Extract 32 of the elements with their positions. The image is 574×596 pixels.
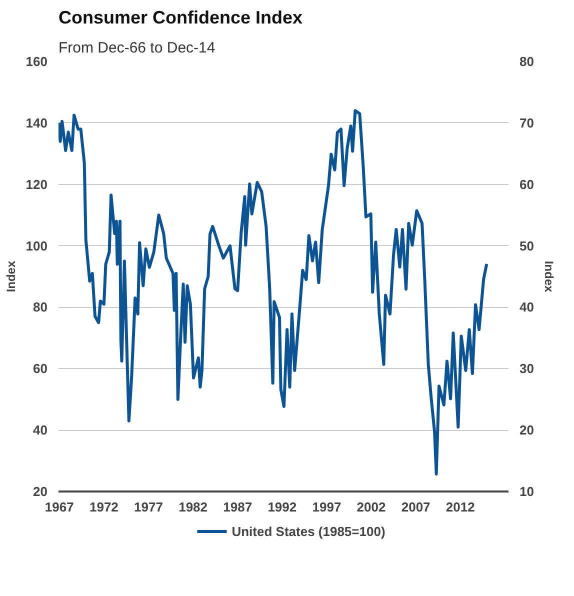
x-tick-label: 1972: [89, 500, 118, 514]
y-tick-label: 80: [33, 300, 48, 315]
y-axis-title: Index: [4, 260, 18, 292]
y2-tick-label: 40: [520, 300, 534, 315]
y-tick-label: 140: [26, 115, 48, 130]
x-tick-label: 2007: [401, 500, 430, 514]
x-tick-label: 1992: [268, 500, 297, 514]
x-tick-label: 2012: [446, 500, 475, 514]
chart-subtitle: From Dec-66 to Dec-14: [58, 40, 216, 56]
x-tick-label: 1987: [223, 500, 252, 514]
x-tick-label: 2002: [356, 500, 386, 514]
y2-tick-label: 10: [520, 484, 534, 499]
x-tick-label: 1997: [312, 500, 342, 514]
y-tick-label: 100: [26, 238, 48, 254]
y2-tick-label: 20: [520, 422, 534, 438]
line-series: [58, 109, 488, 476]
y2-tick-label: 60: [520, 176, 534, 192]
y-tick-label: 60: [33, 361, 48, 376]
x-tick-label: 1982: [178, 500, 208, 514]
y-tick-label: 160: [26, 54, 48, 69]
x-tick-label: 1967: [44, 500, 74, 514]
y2-tick-label: 50: [520, 238, 534, 254]
y-tick-label: 40: [33, 422, 48, 438]
y2-axis-title: Index: [542, 260, 556, 292]
y2-tick-label: 30: [520, 361, 534, 376]
y-tick-label: 120: [26, 176, 48, 192]
x-tick-label: 1977: [134, 500, 163, 514]
chart-title: Consumer Confidence Index: [58, 8, 303, 28]
y2-tick-label: 70: [520, 115, 534, 130]
y-tick-label: 20: [33, 484, 48, 499]
y2-tick-label: 80: [520, 54, 534, 69]
legend-label: United States (1985=100): [232, 524, 386, 538]
